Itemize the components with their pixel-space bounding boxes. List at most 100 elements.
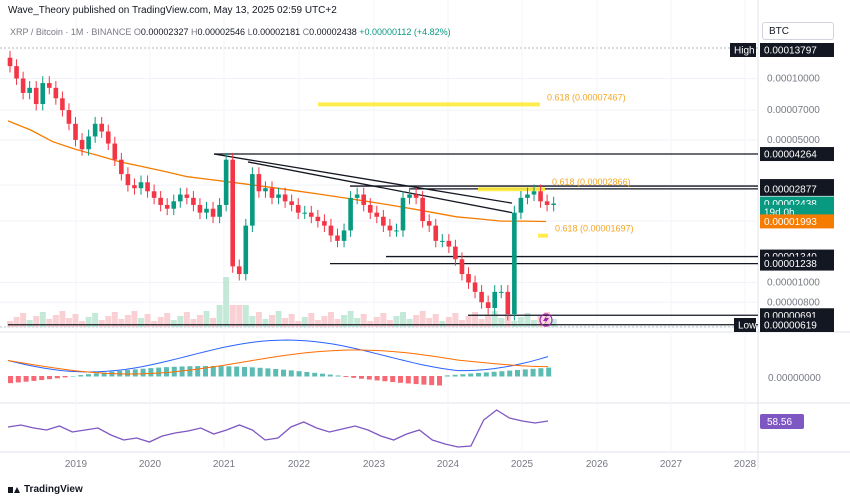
candle-body bbox=[151, 191, 157, 198]
volume-bar bbox=[341, 315, 348, 327]
price-tag-value: 0.00000691 bbox=[764, 311, 817, 322]
volume-bar bbox=[236, 305, 243, 327]
volume-bar bbox=[321, 316, 328, 327]
candle-body bbox=[538, 191, 543, 202]
macd-histogram-bar bbox=[281, 369, 286, 377]
volume-bar bbox=[131, 311, 138, 327]
volume-bar bbox=[138, 318, 144, 327]
macd-histogram-bar bbox=[93, 373, 99, 377]
volume-bar bbox=[196, 315, 203, 327]
candle-body bbox=[512, 212, 517, 315]
candle-body bbox=[191, 197, 196, 205]
volume-bar bbox=[33, 316, 40, 327]
candle-body bbox=[86, 136, 91, 150]
volume-bar bbox=[367, 321, 374, 327]
candle-body bbox=[223, 159, 229, 205]
currency-selector[interactable]: BTC bbox=[762, 22, 834, 40]
support-resistance-levels bbox=[8, 153, 758, 326]
candle-body bbox=[531, 191, 537, 195]
macd-histogram-bar bbox=[507, 370, 513, 377]
candle-body bbox=[14, 66, 19, 79]
volume-bar bbox=[327, 312, 334, 327]
time-tick-label: 2019 bbox=[65, 459, 88, 470]
candle-body bbox=[263, 188, 268, 192]
rsi-value-tag bbox=[760, 414, 804, 429]
candle-body bbox=[197, 204, 203, 213]
volume-bar bbox=[295, 321, 302, 327]
rsi-line bbox=[7, 409, 549, 448]
macd-histogram-bar bbox=[390, 376, 396, 383]
volume-bar bbox=[347, 311, 354, 327]
candle-body bbox=[178, 194, 183, 202]
candle-body bbox=[479, 291, 484, 303]
candle-body bbox=[7, 57, 13, 67]
volume-bar bbox=[458, 320, 465, 327]
macd-histogram-bar bbox=[359, 376, 364, 379]
candle-body bbox=[341, 230, 347, 241]
volume-bar bbox=[92, 313, 99, 327]
volume-bar bbox=[59, 311, 66, 327]
candle-body bbox=[400, 197, 406, 231]
time-tick-label: 2023 bbox=[363, 459, 386, 470]
volume-bar bbox=[72, 314, 79, 327]
low-label: L bbox=[247, 27, 253, 37]
macd-histogram-bar bbox=[351, 376, 357, 378]
candle-body bbox=[295, 204, 301, 213]
price-tag-box bbox=[760, 256, 834, 271]
fib-levels: 0.618 (0.00007467) 0.618 (0.00002866) 0.61… bbox=[318, 92, 634, 238]
macd-histogram-bar bbox=[265, 368, 271, 377]
change-value: +0.00000112 (+4.82%) bbox=[359, 27, 451, 37]
candle-body bbox=[453, 246, 458, 260]
macd-histogram-bar bbox=[335, 375, 341, 377]
time-tick-label: 2022 bbox=[288, 459, 311, 470]
volume-bar bbox=[20, 313, 27, 327]
volume-bar bbox=[85, 317, 92, 327]
price-tick-label: 0.00010000 bbox=[767, 74, 820, 85]
price-tag-box bbox=[760, 181, 834, 196]
macd-histogram-bar bbox=[226, 366, 232, 377]
candle-body bbox=[387, 225, 393, 231]
volume-bar bbox=[183, 312, 190, 327]
candle-body bbox=[269, 188, 275, 198]
macd-histogram-bar bbox=[15, 376, 21, 383]
candle-body bbox=[105, 131, 111, 144]
macd-histogram-bar bbox=[242, 366, 247, 377]
candle-body bbox=[230, 159, 235, 267]
candle-body bbox=[381, 216, 386, 226]
candle-body bbox=[485, 302, 491, 308]
fib-band bbox=[538, 233, 548, 238]
macd-histogram-bar bbox=[343, 376, 349, 377]
volume-bar bbox=[151, 321, 158, 327]
macd-histogram-bar bbox=[148, 368, 154, 377]
macd-histogram-bar bbox=[54, 376, 60, 379]
candle-body bbox=[505, 291, 511, 315]
volume-bar bbox=[531, 320, 537, 327]
macd-histogram-bar bbox=[273, 368, 279, 377]
candle-body bbox=[33, 87, 39, 105]
volume-bar bbox=[203, 311, 210, 327]
macd-histogram-bar bbox=[382, 376, 388, 382]
candle-body bbox=[282, 194, 288, 202]
candles bbox=[7, 50, 556, 321]
macd-histogram-bar bbox=[491, 371, 497, 377]
low-value: 0.00002181 bbox=[252, 27, 301, 37]
volume-bar bbox=[452, 313, 459, 327]
candle-body bbox=[164, 204, 170, 209]
macd-histogram-bar bbox=[140, 368, 146, 377]
candle-body bbox=[210, 208, 216, 217]
candle-body bbox=[466, 274, 471, 283]
candle-body bbox=[328, 225, 334, 236]
volume-bar bbox=[380, 313, 387, 327]
volume-bar bbox=[478, 319, 485, 327]
lightning-icon[interactable] bbox=[539, 313, 553, 327]
candle-body bbox=[322, 221, 327, 226]
rsi-value: 58.56 bbox=[767, 417, 792, 428]
candle-body bbox=[92, 123, 98, 137]
symbol-label[interactable]: XRP / Bitcoin · 1M · BINANCE bbox=[10, 27, 132, 37]
candle-body bbox=[459, 259, 465, 275]
volume-bar bbox=[26, 320, 33, 327]
tradingview-brand: TradingView bbox=[8, 484, 83, 495]
volume-bar bbox=[472, 312, 479, 327]
trendlines bbox=[213, 153, 513, 214]
